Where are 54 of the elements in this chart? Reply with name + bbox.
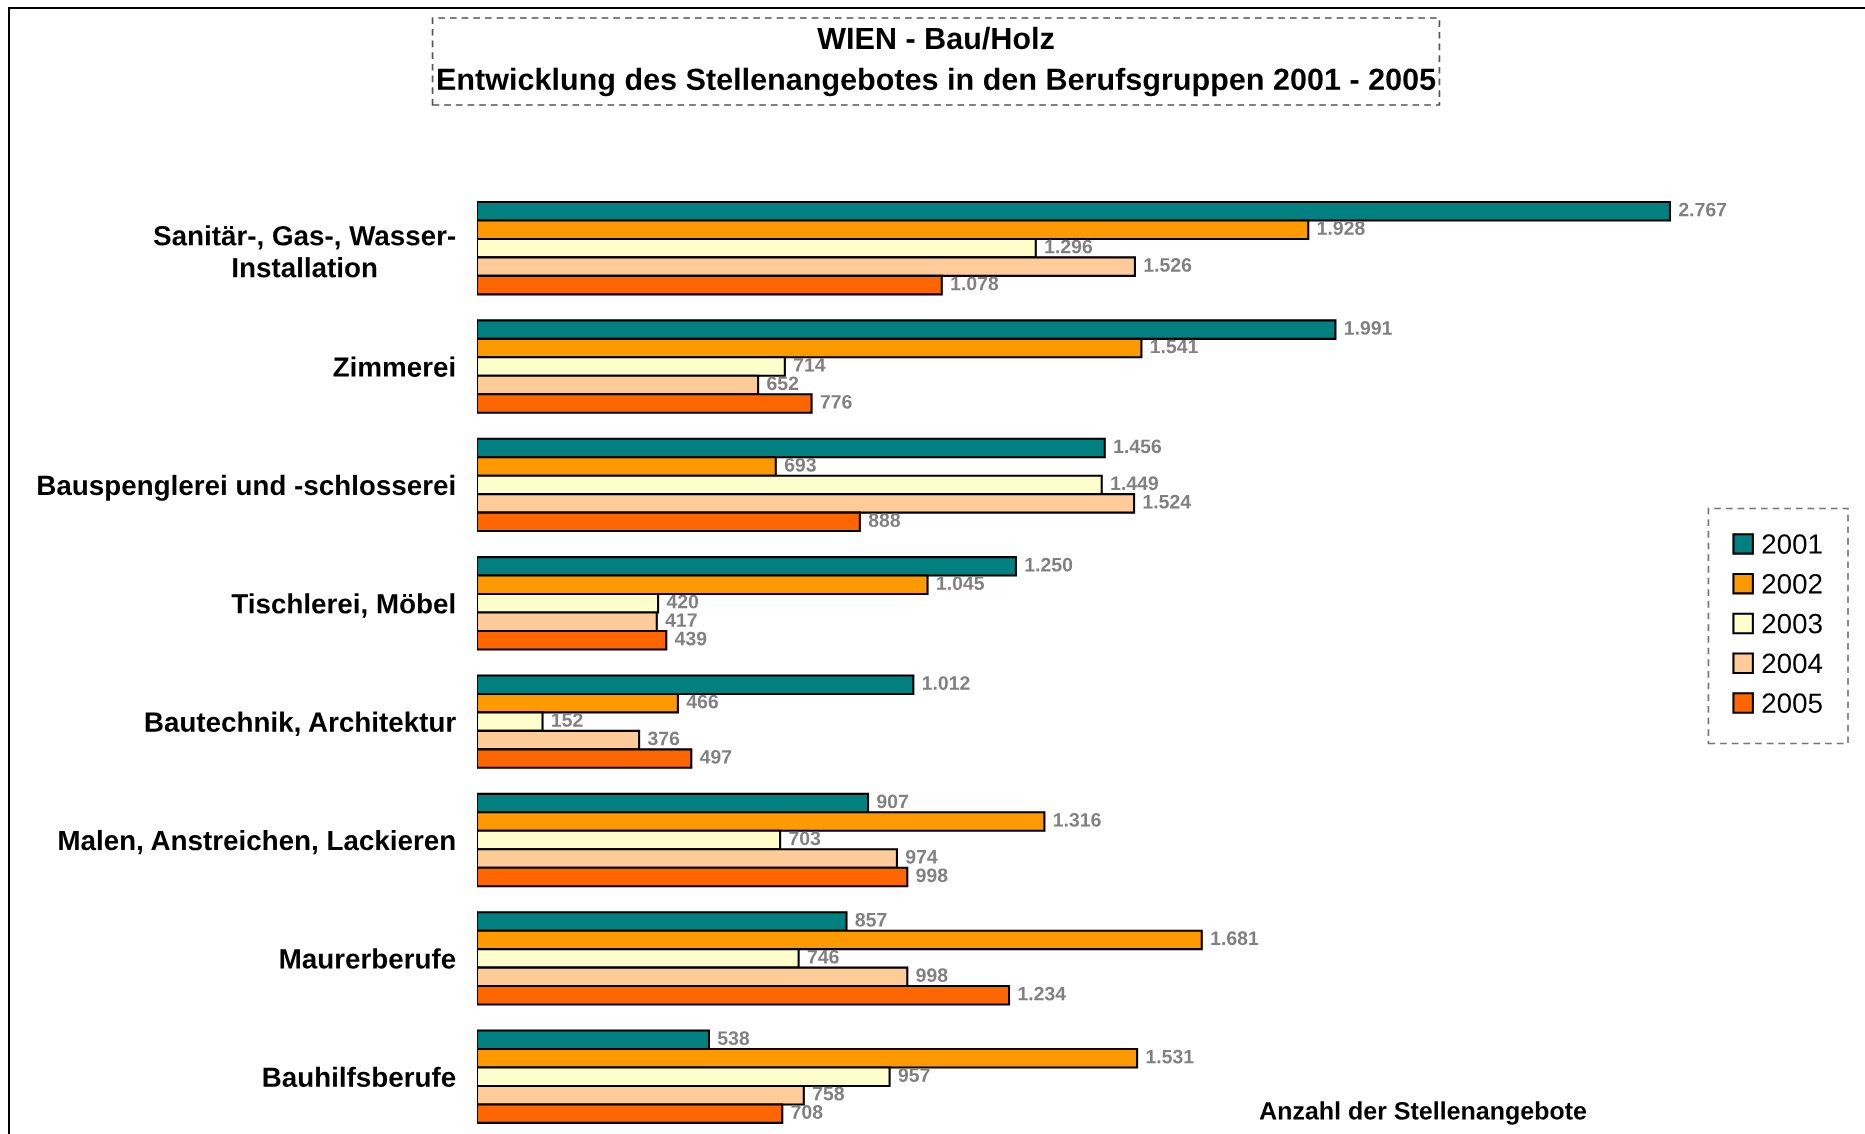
chart-title: WIEN - Bau/Holz <box>817 26 1054 50</box>
data-label: 998 <box>916 868 948 883</box>
data-label: 417 <box>665 613 697 627</box>
data-label: 538 <box>717 1031 750 1046</box>
data-label: 708 <box>791 1105 823 1119</box>
data-label: 1.681 <box>1211 931 1259 946</box>
data-label: 466 <box>686 694 718 709</box>
data-label: 1.541 <box>1150 339 1198 354</box>
data-label: 1.531 <box>1146 1049 1194 1064</box>
data-label: 2.767 <box>1679 202 1727 217</box>
data-label: 376 <box>647 731 680 746</box>
data-label: 907 <box>877 794 908 809</box>
data-label: 1.012 <box>922 676 970 690</box>
data-label: 1.456 <box>1114 439 1162 454</box>
legend-label: 2001 <box>1762 534 1822 554</box>
x-axis-title: Anzahl der Stellenangebote <box>1259 1101 1587 1125</box>
data-label: 758 <box>812 1086 844 1101</box>
data-label: 776 <box>820 394 852 409</box>
data-label: 888 <box>868 513 901 528</box>
data-label: 998 <box>916 968 948 983</box>
data-label: 1.928 <box>1317 221 1365 235</box>
legend-label: 2005 <box>1762 693 1822 714</box>
chart-subtitle: Entwicklung des Stellenangebotes in den Berufsgruppen 2001 - 2005 <box>438 67 1436 97</box>
data-label: 1.296 <box>1045 239 1093 254</box>
data-label: 693 <box>784 457 816 472</box>
data-label: 1.078 <box>951 276 999 291</box>
data-label: 857 <box>855 912 887 927</box>
data-label: 703 <box>789 831 821 846</box>
legend-label: 2004 <box>1762 653 1823 674</box>
data-label: 652 <box>767 376 799 391</box>
y-tick-label: Malen, Anstreichen, Lackieren <box>59 829 455 855</box>
y-tick-label: Tischlerei, Möbel <box>231 593 455 618</box>
data-label: 974 <box>905 849 938 864</box>
data-label: 1.045 <box>937 576 984 591</box>
data-label: 1.524 <box>1143 494 1191 509</box>
data-label: 714 <box>794 358 826 372</box>
data-label: 439 <box>674 631 707 646</box>
legend-label: 2003 <box>1762 613 1822 634</box>
data-label: 1.449 <box>1111 476 1159 491</box>
y-tick-label: Sanitär-, Gas-, Wasser- Installation <box>153 225 456 278</box>
data-label: 420 <box>666 594 699 609</box>
legend-label: 2002 <box>1762 574 1822 594</box>
y-tick-label: Bauhilfsberufe <box>263 1066 456 1088</box>
data-label: 1.316 <box>1053 812 1101 827</box>
y-tick-label: Maurerberufe <box>280 948 456 969</box>
data-label: 1.526 <box>1144 258 1192 272</box>
data-label: 1.991 <box>1344 321 1392 335</box>
data-label: 746 <box>807 949 839 964</box>
data-label: 1.250 <box>1025 557 1073 572</box>
y-tick-label: Bauspenglerei und -schlosserei <box>38 474 455 501</box>
y-tick-label: Bautechnik, Architektur <box>145 711 456 737</box>
y-tick-label: Zimmerei <box>333 356 455 377</box>
data-label: 1.234 <box>1018 986 1066 1001</box>
data-label: 497 <box>699 750 732 764</box>
